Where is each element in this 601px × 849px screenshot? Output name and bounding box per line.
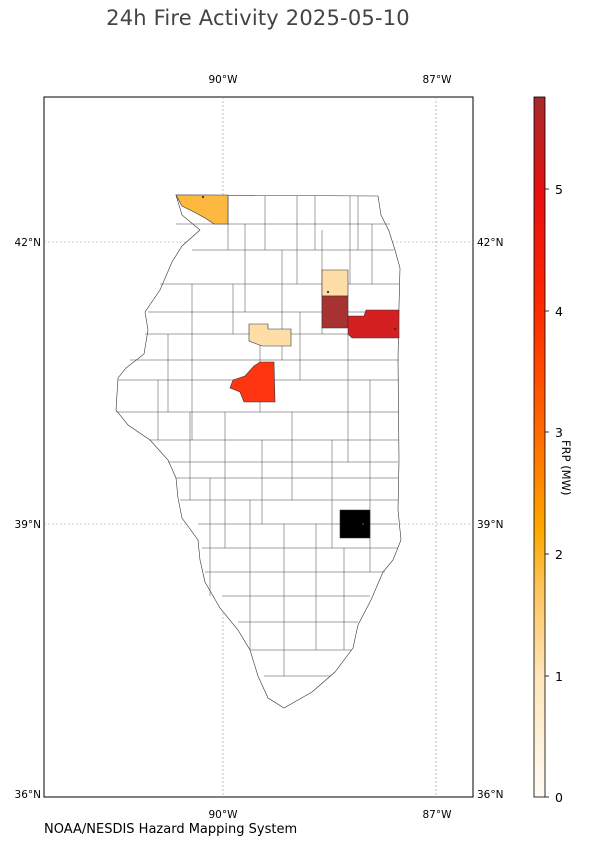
lon-label-bottom-87w: 87°W bbox=[423, 809, 453, 821]
lat-label-right-36n: 36°N bbox=[477, 789, 503, 801]
colorbar-ticks bbox=[545, 188, 549, 798]
lat-label-left-36n: 36°N bbox=[15, 789, 41, 801]
county-kendall bbox=[321, 269, 349, 297]
county-grundy bbox=[321, 295, 349, 329]
fire-counties bbox=[175, 194, 400, 539]
lat-label-left-42n: 42°N bbox=[15, 237, 41, 249]
county-kankakee bbox=[347, 309, 400, 339]
colorbar-tick-4: 4 bbox=[555, 304, 563, 319]
county-marshall bbox=[248, 323, 292, 347]
county-jasper bbox=[339, 509, 371, 539]
colorbar-label: FRP (MW) bbox=[559, 440, 573, 496]
colorbar-tick-labels: 0 1 2 3 4 5 bbox=[555, 182, 563, 805]
source-credit: NOAA/NESDIS Hazard Mapping System bbox=[44, 822, 298, 837]
fire-point bbox=[326, 290, 330, 294]
colorbar-tick-0: 0 bbox=[555, 790, 563, 805]
colorbar-tick-3: 3 bbox=[555, 425, 563, 440]
map-title: 24h Fire Activity 2025-05-10 bbox=[106, 6, 410, 30]
county-jo-daviess bbox=[175, 194, 229, 225]
county-fulton bbox=[229, 361, 276, 403]
fire-point bbox=[393, 327, 397, 331]
fire-detections bbox=[201, 195, 397, 526]
lon-label-top-87w: 87°W bbox=[423, 74, 453, 86]
lon-label-top-90w: 90°W bbox=[209, 74, 239, 86]
colorbar-tick-1: 1 bbox=[555, 669, 563, 684]
colorbar bbox=[533, 96, 546, 798]
lon-label-bottom-90w: 90°W bbox=[209, 809, 239, 821]
colorbar-tick-2: 2 bbox=[555, 547, 563, 562]
lat-label-right-39n: 39°N bbox=[477, 519, 503, 531]
fire-point bbox=[361, 522, 365, 526]
lat-label-left-39n: 39°N bbox=[15, 519, 41, 531]
lat-label-right-42n: 42°N bbox=[477, 237, 503, 249]
fire-point bbox=[201, 195, 205, 199]
colorbar-tick-5: 5 bbox=[555, 182, 563, 197]
